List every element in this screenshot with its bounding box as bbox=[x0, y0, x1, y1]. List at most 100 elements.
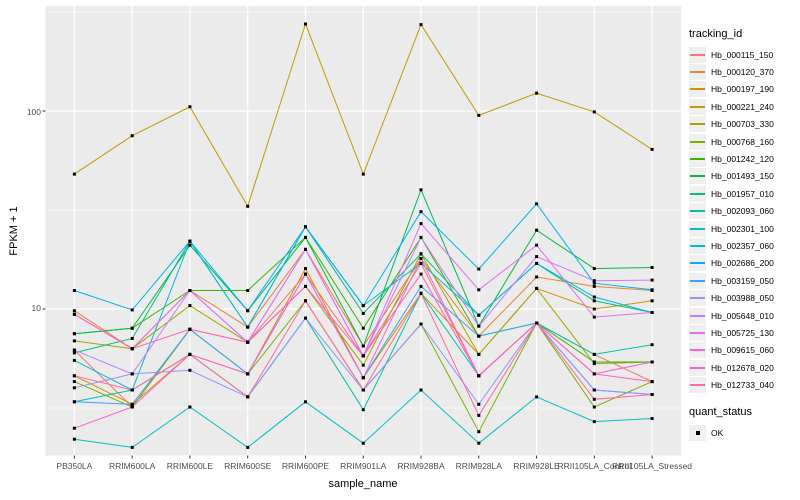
legend-line-swatch-icon bbox=[689, 81, 706, 98]
data-point bbox=[592, 420, 596, 424]
legend-line-swatch-icon bbox=[689, 46, 706, 63]
data-point bbox=[650, 380, 654, 384]
data-point bbox=[419, 252, 423, 256]
data-point bbox=[535, 255, 539, 259]
data-point bbox=[246, 395, 250, 399]
legend-entry-label: Hb_002686_200 bbox=[711, 258, 774, 269]
data-point bbox=[361, 388, 365, 392]
data-point bbox=[188, 243, 192, 247]
data-point bbox=[592, 362, 596, 366]
data-point bbox=[419, 322, 423, 326]
data-point bbox=[535, 275, 539, 279]
data-point bbox=[130, 445, 134, 449]
data-point bbox=[304, 235, 307, 239]
legend-entry: Hb_002301_100 bbox=[689, 220, 799, 237]
data-point bbox=[246, 445, 250, 449]
data-point bbox=[477, 113, 481, 117]
data-point bbox=[361, 311, 365, 315]
data-point bbox=[304, 284, 307, 288]
legend-entry: Hb_000115_150 bbox=[689, 46, 799, 63]
legend-entry: Hb_001242_120 bbox=[689, 150, 799, 168]
legend-entry: Hb_012678_020 bbox=[689, 359, 799, 376]
data-point bbox=[592, 397, 596, 401]
data-point bbox=[419, 222, 423, 226]
legend-entry: Hb_005725_130 bbox=[689, 324, 799, 341]
legend-entry-label: Hb_012733_040 bbox=[711, 380, 774, 391]
data-point bbox=[361, 408, 365, 412]
data-point bbox=[304, 400, 307, 404]
data-point bbox=[72, 380, 76, 384]
data-point bbox=[361, 304, 365, 308]
legend-entry-label: Hb_001242_120 bbox=[711, 154, 774, 165]
legend-entry: Hb_002357_060 bbox=[689, 237, 799, 254]
x-tick-label: RRII105LA_Control bbox=[557, 461, 632, 471]
data-point bbox=[535, 228, 539, 232]
legend-line-swatch-icon bbox=[689, 359, 706, 376]
data-point bbox=[304, 272, 307, 276]
data-point bbox=[246, 325, 250, 329]
legend-entry-label: Hb_005725_130 bbox=[711, 327, 774, 338]
data-point bbox=[477, 324, 481, 328]
data-point bbox=[535, 286, 539, 290]
data-point bbox=[361, 441, 365, 445]
data-point bbox=[130, 337, 134, 340]
legend-line-swatch-icon bbox=[689, 377, 706, 394]
data-point bbox=[304, 225, 307, 229]
y-axis-title: FPKM + 1 bbox=[8, 206, 20, 256]
y-tick-label-100: 100 bbox=[26, 107, 41, 117]
data-point bbox=[361, 363, 365, 367]
data-point bbox=[592, 299, 596, 303]
legend-entry-label: Hb_000768_160 bbox=[711, 136, 774, 147]
legend-line-swatch-icon bbox=[689, 237, 706, 254]
data-point bbox=[188, 289, 192, 292]
data-point bbox=[246, 340, 250, 344]
data-point bbox=[592, 405, 596, 409]
x-axis-labels: PB350LA RRIM600LA RRIM600LE RRIM600SE RRIM60… bbox=[0, 461, 800, 473]
data-point bbox=[72, 400, 76, 404]
data-point bbox=[535, 243, 539, 247]
data-point bbox=[419, 284, 423, 288]
data-point bbox=[535, 202, 539, 206]
data-point bbox=[361, 172, 365, 176]
data-point bbox=[477, 402, 481, 406]
data-point bbox=[304, 299, 307, 303]
data-point bbox=[246, 289, 250, 292]
data-point bbox=[477, 334, 481, 338]
data-point bbox=[477, 313, 481, 317]
legend-entry-label: Hb_000115_150 bbox=[711, 49, 774, 60]
data-point bbox=[246, 372, 250, 376]
data-point bbox=[592, 267, 596, 271]
data-point bbox=[650, 266, 654, 269]
data-point bbox=[477, 430, 481, 434]
data-point bbox=[419, 291, 423, 295]
legend-title-tracking-id: tracking_id bbox=[689, 28, 743, 40]
black-square-icon bbox=[689, 424, 706, 441]
data-point bbox=[650, 360, 654, 364]
data-point bbox=[477, 288, 481, 292]
legend-entry-label: Hb_003988_050 bbox=[711, 293, 774, 304]
data-point bbox=[592, 388, 596, 392]
data-point bbox=[72, 332, 76, 336]
data-point bbox=[361, 344, 365, 348]
legend-line-swatch-icon bbox=[689, 272, 706, 289]
data-point bbox=[592, 315, 596, 319]
legend-entry: Hb_000120_370 bbox=[689, 63, 799, 81]
data-point bbox=[650, 299, 654, 303]
data-point bbox=[188, 105, 192, 109]
legend-entry: Hb_009615_060 bbox=[689, 342, 799, 359]
data-point bbox=[477, 352, 481, 356]
data-point bbox=[535, 321, 539, 325]
data-point bbox=[188, 405, 192, 409]
data-point bbox=[188, 352, 192, 356]
legend-title-quant-status: quant_status bbox=[689, 405, 752, 418]
x-tick-label: RRIM600LA bbox=[109, 461, 156, 471]
data-point bbox=[130, 308, 134, 312]
data-point bbox=[650, 147, 654, 151]
data-point bbox=[130, 134, 134, 138]
x-tick-label: RRIM901LA bbox=[340, 461, 387, 471]
data-point bbox=[188, 304, 192, 308]
legend-entry-label: Hb_000703_330 bbox=[711, 119, 774, 130]
data-point bbox=[304, 316, 307, 320]
